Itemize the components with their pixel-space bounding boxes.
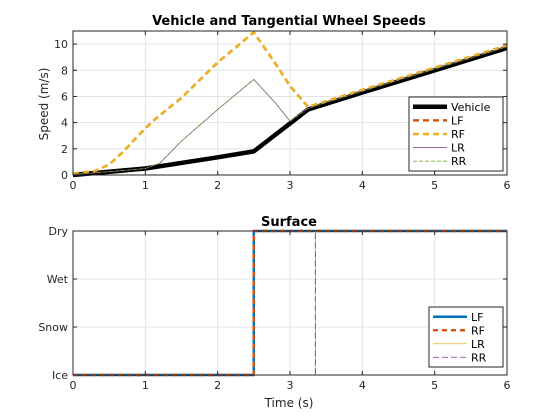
x-tick-label: 4 — [359, 179, 366, 192]
x-tick-label: 0 — [70, 379, 77, 392]
x-tick-label: 6 — [504, 379, 511, 392]
y-tick-label: Snow — [38, 321, 68, 334]
y-tick-label: 4 — [61, 117, 68, 130]
x-tick-label: 1 — [142, 379, 149, 392]
x-tick-label: 0 — [70, 179, 77, 192]
x-tick-label: 2 — [214, 179, 221, 192]
y-tick-label: 6 — [61, 90, 68, 103]
y-tick-label: Ice — [52, 369, 68, 382]
x-tick-label: 6 — [504, 179, 511, 192]
x-tick-label: 3 — [287, 179, 294, 192]
x-tick-label: 1 — [142, 179, 149, 192]
x-tick-label: 4 — [359, 379, 366, 392]
x-tick-label: 3 — [287, 379, 294, 392]
legend-label-lf: LF — [451, 114, 463, 127]
legend-label-rf: RF — [451, 128, 465, 141]
legend-label-vehicle: Vehicle — [451, 101, 491, 114]
chart-1-title: Vehicle and Tangential Wheel Speeds — [152, 14, 426, 29]
series-rr-line — [72, 46, 508, 175]
y-tick-label: Wet — [47, 273, 69, 286]
y-tick-label: 8 — [61, 64, 68, 77]
legend-label-lr: LR — [451, 142, 465, 155]
legend-label-rr: RR — [471, 351, 487, 364]
y-tick-label: 2 — [61, 143, 68, 156]
legend-label-rf: RF — [471, 324, 485, 337]
y-tick-label: Dry — [48, 225, 68, 238]
series-rf-line — [72, 31, 508, 175]
chart-1-ylabel: Speed (m/s) — [37, 68, 51, 141]
x-tick-label: 2 — [214, 379, 221, 392]
chart-2-xlabel: Time (s) — [264, 396, 314, 410]
series-vehicle-line — [72, 45, 508, 178]
legend-label-lr: LR — [471, 338, 485, 351]
x-tick-label: 5 — [431, 179, 438, 192]
chart-2-title: Surface — [261, 215, 317, 230]
y-tick-label: 10 — [54, 38, 68, 51]
legend-label-rr: RR — [451, 155, 467, 168]
x-tick-label: 5 — [431, 379, 438, 392]
legend-label-lf: LF — [471, 311, 483, 324]
y-tick-label: 0 — [61, 169, 68, 182]
